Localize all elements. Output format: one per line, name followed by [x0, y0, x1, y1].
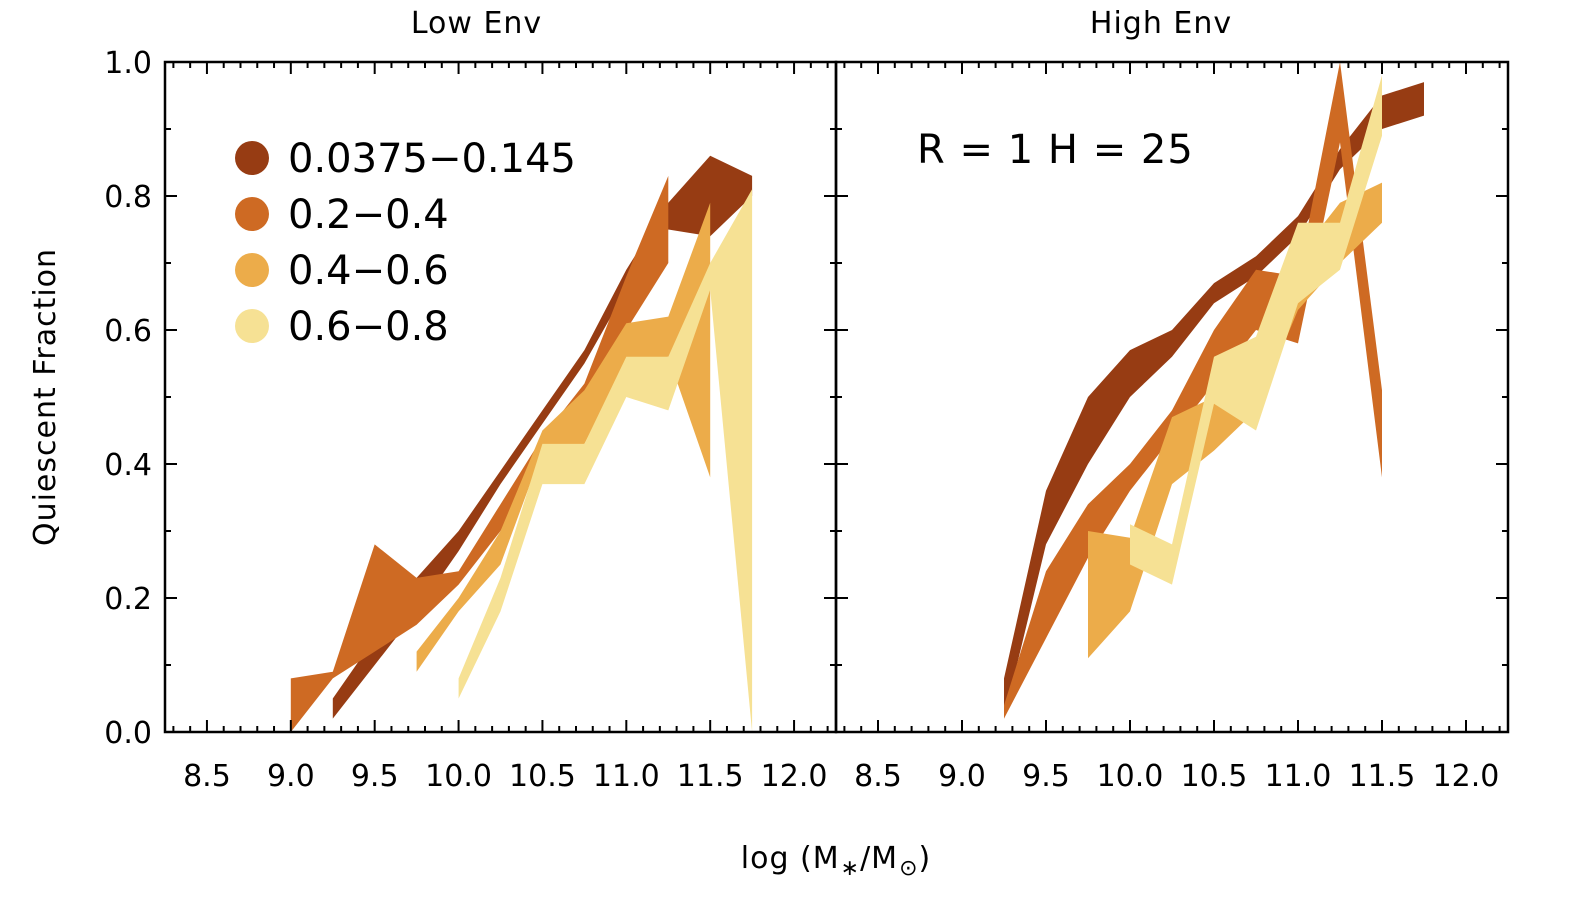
- x-axis-label-sun: ⊙: [899, 856, 918, 881]
- x-tick-label: 10.0: [1097, 759, 1164, 794]
- y-tick-label: 1.0: [104, 46, 152, 81]
- panels-layer: 8.5 9.0 9.5 10.0 10.5 11.0 11.5 12.0 0.0 0.2 0.4 0.…: [104, 6, 1510, 794]
- x-tick-label: 10.5: [509, 759, 576, 794]
- legend-label-3: 0.4−0.6: [288, 248, 449, 294]
- band-series-1: [1004, 82, 1424, 719]
- x-axis-label: log (M∗/M⊙): [741, 841, 931, 881]
- x-axis-label-mid: /M: [860, 841, 898, 876]
- band-series-2: [290, 175, 669, 732]
- band-series-3: [1088, 182, 1382, 659]
- panel-title: Low Env: [411, 6, 542, 41]
- x-tick-label: 12.0: [1433, 759, 1500, 794]
- y-tick-label: 0.4: [104, 448, 152, 483]
- panel-title: High Env: [1090, 6, 1232, 41]
- x-tick-label: 8.5: [183, 759, 231, 794]
- legend-label-2: 0.2−0.4: [288, 192, 449, 238]
- x-tick-label: 10.0: [425, 759, 492, 794]
- legend-swatch-2: [235, 197, 269, 231]
- legend: 0.0375−0.145 0.2−0.4 0.4−0.6 0.6−0.8: [235, 136, 576, 350]
- x-tick-label: 11.5: [1349, 759, 1416, 794]
- band-series-2: [1004, 62, 1382, 719]
- legend-swatch-1: [235, 141, 269, 175]
- panel-annotation: R = 1 H = 25: [917, 127, 1194, 173]
- panel-low-env: 8.5 9.0 9.5 10.0 10.5 11.0 11.5 12.0 0.0 0.2 0.4 0.…: [104, 6, 838, 794]
- x-axis-label-subscript: ∗: [841, 856, 860, 881]
- y-axis-label-group: Quiescent Fraction: [28, 248, 63, 546]
- x-tick-label: 11.5: [677, 759, 744, 794]
- y-tick-label: 0.0: [104, 716, 152, 751]
- y-tick-label: 0.8: [104, 180, 152, 215]
- legend-label-4: 0.6−0.8: [288, 304, 449, 350]
- legend-swatch-3: [235, 253, 269, 287]
- x-tick-label: 9.0: [267, 759, 315, 794]
- band-series-3: [416, 202, 711, 672]
- x-axis-label-group: log (M∗/M⊙): [741, 841, 931, 881]
- y-tick-label: 0.6: [104, 314, 152, 349]
- x-axis-label-close: ): [919, 841, 932, 876]
- band-series-4: [1130, 75, 1382, 585]
- x-tick-label: 11.0: [1265, 759, 1332, 794]
- x-tick-label: 9.0: [938, 759, 986, 794]
- y-axis-label: Quiescent Fraction: [28, 248, 63, 546]
- legend-swatch-4: [235, 309, 269, 343]
- y-tick-label: 0.2: [104, 582, 152, 617]
- x-tick-label: 11.0: [593, 759, 660, 794]
- panel-high-env: 8.5 9.0 9.5 10.0 10.5 11.0 11.5 12.0 High Env R =…: [834, 6, 1510, 794]
- x-tick-label: 12.0: [761, 759, 828, 794]
- legend-label-1: 0.0375−0.145: [288, 136, 576, 182]
- x-tick-label: 9.5: [1022, 759, 1070, 794]
- band-series-4: [458, 189, 753, 733]
- x-tick-label: 8.5: [854, 759, 902, 794]
- x-tick-label: 9.5: [351, 759, 399, 794]
- x-tick-label: 10.5: [1181, 759, 1248, 794]
